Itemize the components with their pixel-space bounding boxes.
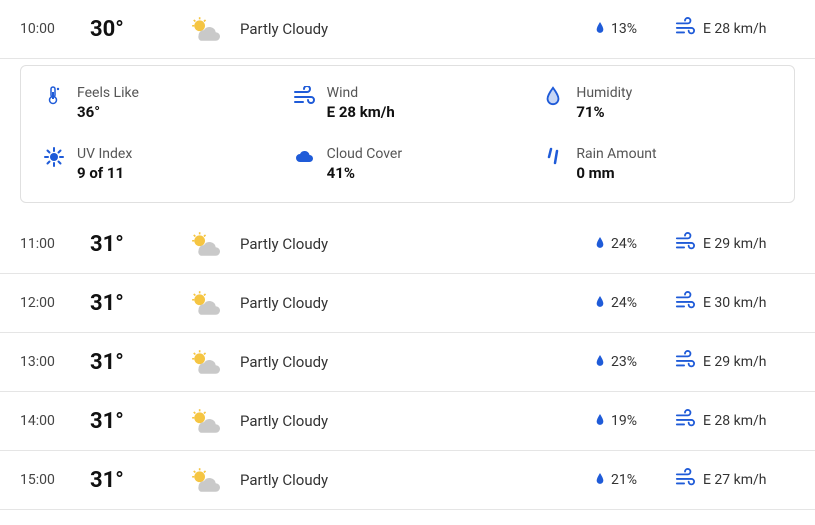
- hour-condition: Partly Cloudy: [240, 353, 595, 371]
- hour-row[interactable]: 14:00 31° Partly Cloudy 19% E 28 km/h: [0, 392, 815, 451]
- humidity-icon: [542, 84, 564, 106]
- detail-cloud: Cloud Cover 41%: [293, 145, 523, 184]
- cloud-icon: [293, 145, 315, 165]
- wind-icon: [675, 232, 695, 256]
- wind-icon: [675, 17, 695, 41]
- hour-wind: E 27 km/h: [703, 472, 767, 488]
- wind-icon: [675, 350, 695, 374]
- hour-wind: E 28 km/h: [703, 413, 767, 429]
- hour-condition: Partly Cloudy: [240, 471, 595, 489]
- detail-label: UV Index: [77, 145, 132, 163]
- hour-temp: 30°: [90, 17, 190, 42]
- raindrop-icon: [595, 411, 605, 431]
- partly-cloudy-icon: [190, 290, 240, 316]
- hour-precip: 21%: [611, 472, 637, 488]
- detail-label: Feels Like: [77, 84, 139, 102]
- raindrop-icon: [595, 19, 605, 39]
- partly-cloudy-icon: [190, 349, 240, 375]
- hour-temp: 31°: [90, 468, 190, 493]
- detail-value: 36°: [77, 102, 139, 123]
- hour-wind: E 30 km/h: [703, 295, 767, 311]
- hour-wind: E 29 km/h: [703, 236, 767, 252]
- detail-rain: Rain Amount 0 mm: [542, 145, 772, 184]
- partly-cloudy-icon: [190, 16, 240, 42]
- hour-condition: Partly Cloudy: [240, 235, 595, 253]
- wind-icon: [675, 291, 695, 315]
- detail-label: Wind: [327, 84, 395, 102]
- wind-icon: [293, 84, 315, 106]
- raindrop-icon: [595, 234, 605, 254]
- detail-feels-like: Feels Like 36°: [43, 84, 273, 123]
- detail-label: Humidity: [576, 84, 632, 102]
- hour-row[interactable]: 10:00 30° Partly Cloudy 13% E 28 km/h: [0, 0, 815, 59]
- hour-time: 13:00: [20, 354, 90, 370]
- raindrop-icon: [595, 352, 605, 372]
- detail-uv: UV Index 9 of 11: [43, 145, 273, 184]
- hour-temp: 31°: [90, 232, 190, 257]
- hour-row[interactable]: 15:00 31° Partly Cloudy 21% E 27 km/h: [0, 451, 815, 510]
- raindrop-icon: [595, 293, 605, 313]
- rain-icon: [542, 145, 564, 165]
- partly-cloudy-icon: [190, 467, 240, 493]
- hour-time: 10:00: [20, 21, 90, 37]
- partly-cloudy-icon: [190, 231, 240, 257]
- detail-value: E 28 km/h: [327, 102, 395, 123]
- hour-time: 15:00: [20, 472, 90, 488]
- hour-row[interactable]: 12:00 31° Partly Cloudy 24% E 30 km/h: [0, 274, 815, 333]
- hour-wind: E 28 km/h: [703, 21, 767, 37]
- hour-row[interactable]: 13:00 31° Partly Cloudy 23% E 29 km/h: [0, 333, 815, 392]
- raindrop-icon: [595, 470, 605, 490]
- thermometer-icon: [43, 84, 65, 106]
- hour-wind: E 29 km/h: [703, 354, 767, 370]
- hour-time: 12:00: [20, 295, 90, 311]
- hour-precip: 19%: [611, 413, 637, 429]
- hour-temp: 31°: [90, 350, 190, 375]
- detail-wind: Wind E 28 km/h: [293, 84, 523, 123]
- hour-precip: 24%: [611, 236, 637, 252]
- detail-label: Cloud Cover: [327, 145, 402, 163]
- hour-precip: 24%: [611, 295, 637, 311]
- wind-icon: [675, 468, 695, 492]
- detail-value: 0 mm: [576, 163, 656, 184]
- hour-detail-panel: Feels Like 36° Wind E 28 km/h Humidity 7…: [20, 65, 795, 203]
- uv-icon: [43, 145, 65, 167]
- detail-label: Rain Amount: [576, 145, 656, 163]
- detail-value: 71%: [576, 102, 632, 123]
- wind-icon: [675, 409, 695, 433]
- hour-condition: Partly Cloudy: [240, 20, 595, 38]
- hour-temp: 31°: [90, 291, 190, 316]
- detail-humidity: Humidity 71%: [542, 84, 772, 123]
- hour-row[interactable]: 11:00 31° Partly Cloudy 24% E 29 km/h: [0, 215, 815, 274]
- hour-time: 11:00: [20, 236, 90, 252]
- hour-precip: 23%: [611, 354, 637, 370]
- partly-cloudy-icon: [190, 408, 240, 434]
- hour-condition: Partly Cloudy: [240, 294, 595, 312]
- hour-precip: 13%: [611, 21, 637, 37]
- hour-temp: 31°: [90, 409, 190, 434]
- hour-time: 14:00: [20, 413, 90, 429]
- hour-condition: Partly Cloudy: [240, 412, 595, 430]
- detail-value: 9 of 11: [77, 163, 132, 184]
- detail-value: 41%: [327, 163, 402, 184]
